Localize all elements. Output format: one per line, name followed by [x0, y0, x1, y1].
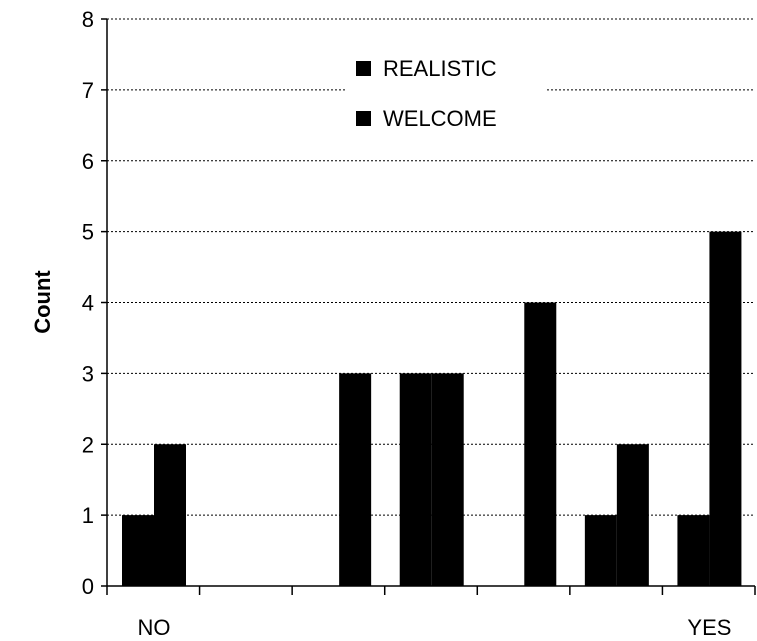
legend-background: [345, 42, 547, 142]
bar-realistic-6: [677, 515, 710, 586]
y-tick-labels: 0 1 2 3 4 5 6 7 8: [82, 7, 94, 599]
axes: [101, 18, 756, 595]
y-tick-label: 0: [82, 574, 94, 599]
bar-welcome-6: [709, 231, 742, 586]
bar-welcome-4: [524, 302, 557, 586]
bar-realistic-5: [584, 515, 617, 586]
y-tick-label: 8: [82, 7, 94, 32]
y-tick-label: 4: [82, 291, 94, 316]
y-axis-title: Count: [30, 270, 55, 334]
legend-label: REALISTIC: [383, 56, 497, 81]
y-tick-label: 3: [82, 361, 94, 386]
y-tick-label: 2: [82, 432, 94, 457]
bar-welcome-5: [616, 444, 649, 586]
bar-welcome-0: [154, 444, 186, 586]
bar-realistic-3: [399, 373, 432, 586]
legend-swatch: [356, 111, 371, 126]
bar-realistic-0: [122, 515, 154, 586]
legend-swatch: [356, 61, 371, 76]
x-tick-label: NO: [138, 615, 171, 640]
y-tick-label: 1: [82, 503, 94, 528]
bars: [122, 231, 742, 586]
x-tick-label: YES: [687, 615, 731, 640]
legend-label: WELCOME: [383, 106, 497, 131]
legend: REALISTIC WELCOME: [345, 42, 547, 142]
bar-welcome-3: [431, 373, 464, 586]
y-tick-label: 5: [82, 220, 94, 245]
y-tick-label: 6: [82, 149, 94, 174]
x-tick-labels: NO YES: [138, 615, 732, 640]
y-tick-label: 7: [82, 78, 94, 103]
bar-welcome-2: [339, 373, 372, 586]
